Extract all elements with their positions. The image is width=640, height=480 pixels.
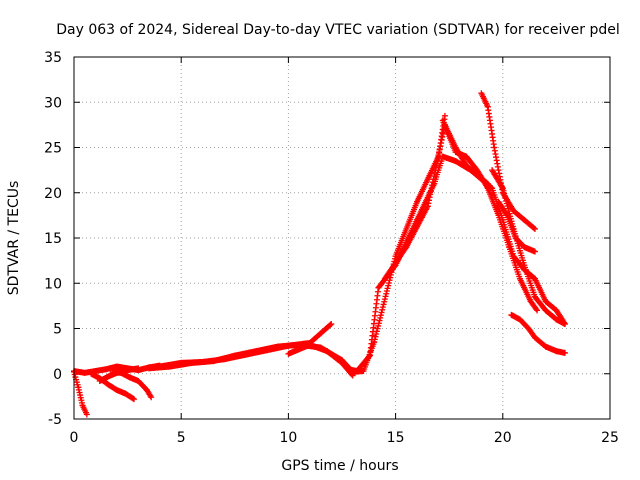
series-arc-8: [285, 341, 356, 379]
data-point: [530, 225, 537, 232]
series-arc-9: [345, 153, 568, 375]
data-point: [377, 314, 384, 321]
x-axis-label: GPS time / hours: [281, 458, 398, 474]
x-tick-label: 0: [70, 430, 79, 446]
x-tick-label: 15: [387, 430, 405, 446]
y-tick-label: 35: [44, 50, 62, 66]
data-point: [376, 317, 383, 324]
data-point: [381, 296, 388, 303]
data-point: [441, 112, 448, 119]
x-tick-label: 10: [279, 430, 297, 446]
grid-lines: [74, 57, 610, 419]
data-point: [385, 279, 392, 286]
data-point: [531, 225, 538, 232]
y-tick-label: 20: [44, 186, 62, 202]
y-tick-label: 15: [44, 231, 62, 247]
x-tick-label: 5: [177, 430, 186, 446]
series-arc-15: [489, 167, 568, 327]
series-arc-11: [439, 117, 541, 314]
x-tick-labels: 0 5 10 15 20 25: [70, 430, 619, 446]
y-axis-label: SDTVAR / TECUs: [6, 181, 22, 296]
data-point: [533, 306, 540, 313]
data-point: [534, 307, 541, 314]
plot-frame: [73, 56, 611, 420]
series-arc-14: [508, 311, 568, 356]
y-tick-label: 25: [44, 141, 62, 157]
y-tick-labels: -5 0 5 10 15 20 25 30 35: [44, 50, 62, 428]
data-point: [131, 396, 138, 403]
x-tick-label: 20: [494, 430, 512, 446]
data-point: [384, 285, 391, 292]
data-point: [373, 331, 380, 338]
y-tick-label: 0: [53, 367, 62, 383]
x-tick-label: 25: [601, 430, 619, 446]
data-point: [328, 320, 335, 327]
data-point: [386, 277, 393, 284]
data-point: [383, 288, 390, 295]
series-arc-5: [96, 365, 142, 384]
data-point: [531, 248, 538, 255]
data-point: [382, 293, 389, 300]
data-point: [378, 309, 385, 316]
y-tick-label: 30: [44, 95, 62, 111]
data-point: [561, 349, 568, 356]
y-tick-label: -5: [48, 412, 62, 428]
data-point: [375, 322, 382, 329]
data-point: [365, 353, 372, 360]
data-point: [381, 298, 388, 305]
data-series: [71, 90, 568, 418]
data-point: [327, 321, 334, 328]
data-point: [135, 365, 142, 372]
data-point: [379, 304, 386, 311]
y-tick-label: 5: [53, 322, 62, 338]
data-point: [374, 325, 381, 332]
y-tick-label: 10: [44, 276, 62, 292]
data-point: [372, 333, 379, 340]
data-point: [383, 290, 390, 297]
data-point: [83, 411, 90, 418]
data-point: [148, 394, 155, 401]
data-point: [379, 306, 386, 313]
data-point: [377, 312, 384, 319]
series-arc-10: [381, 121, 491, 282]
data-point: [385, 282, 392, 289]
data-point: [561, 320, 568, 327]
data-point: [349, 372, 356, 379]
data-point: [380, 301, 387, 308]
chart-title: Day 063 of 2024, Sidereal Day-to-day VTE…: [56, 22, 620, 38]
